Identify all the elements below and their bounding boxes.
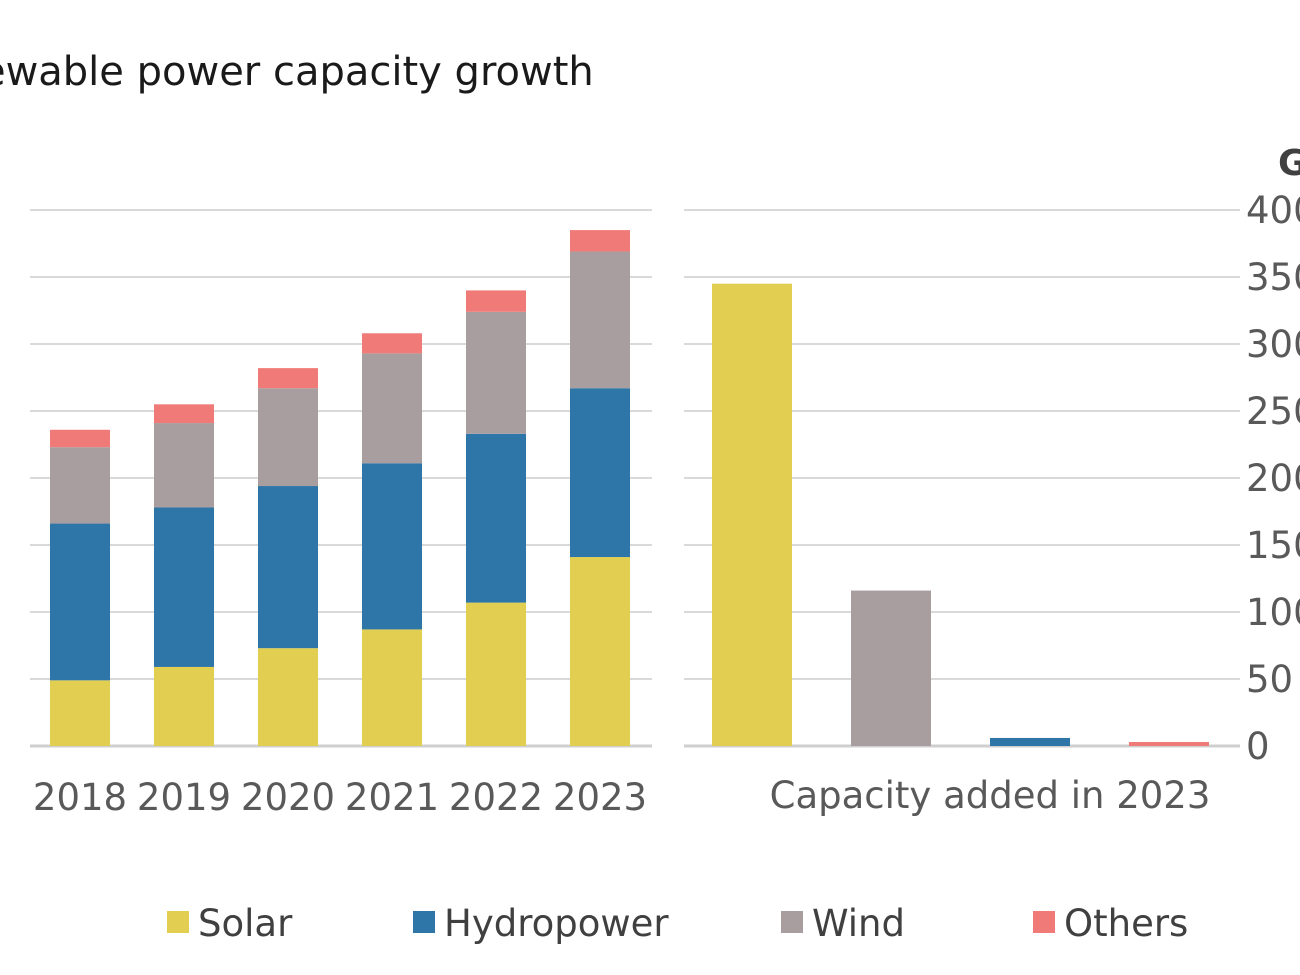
bar-2019-others (154, 404, 214, 424)
bar-2018-hydropower (50, 523, 110, 681)
right-panel-x-label: Capacity added in 2023 (770, 774, 1211, 817)
x-tick-2018: 2018 (33, 776, 127, 819)
bar-2023-others (570, 230, 630, 252)
bar-2022-solar (466, 602, 526, 746)
y-axis-unit-label: GW (1278, 143, 1300, 184)
bar-2022-hydropower (466, 433, 526, 603)
legend-swatch-others (1033, 911, 1055, 933)
chart-legend: Solar Hydropower Wind Others (167, 902, 1188, 945)
legend-item-others: Others (1033, 902, 1188, 945)
bar-2019-hydropower (154, 507, 214, 667)
bar-2023-solar (570, 557, 630, 746)
bar-2023-hydropower (570, 388, 630, 558)
bar-2021-solar (362, 629, 422, 746)
y-tick-300: 300 (1246, 323, 1300, 366)
legend-swatch-hydropower (413, 911, 435, 933)
y-tick-350: 350 (1246, 256, 1300, 299)
y-tick-150: 150 (1246, 524, 1300, 567)
legend-swatch-wind (781, 911, 803, 933)
x-tick-2021: 2021 (345, 776, 439, 819)
x-tick-2022: 2022 (449, 776, 543, 819)
legend-label-hydropower: Hydropower (444, 902, 669, 945)
y-tick-250: 250 (1246, 390, 1300, 433)
bar-2020-solar (258, 648, 318, 746)
right-panel-bars (712, 283, 1209, 746)
bar-2021-wind (362, 353, 422, 464)
bar-2021-hydropower (362, 463, 422, 630)
legend-swatch-solar (167, 911, 189, 933)
x-tick-2019: 2019 (137, 776, 231, 819)
y-tick-50: 50 (1246, 658, 1293, 701)
bar-2020-others (258, 368, 318, 389)
bar-2020-wind (258, 388, 318, 487)
bar-2018-wind (50, 447, 110, 524)
y-tick-100: 100 (1246, 591, 1300, 634)
bar-2018-solar (50, 680, 110, 746)
bar-2020-hydropower (258, 486, 318, 649)
bar-2019-solar (154, 666, 214, 746)
y-tick-200: 200 (1246, 457, 1300, 500)
y-tick-400: 400 (1246, 189, 1300, 232)
legend-item-solar: Solar (167, 902, 293, 945)
chart-title: Renewable power capacity growth (0, 49, 594, 95)
bar-2022-wind (466, 311, 526, 434)
bar-2018-others (50, 429, 110, 448)
legend-label-solar: Solar (198, 902, 293, 945)
legend-item-wind: Wind (781, 902, 905, 945)
bar-2023-added-others (1129, 741, 1209, 746)
bar-2019-wind (154, 423, 214, 508)
bar-2023-wind (570, 251, 630, 389)
left-panel-stacked-bars (50, 230, 630, 746)
right-panel-y-tick-labels: 0 50 100 150 200 250 300 350 400 (1246, 189, 1300, 768)
bar-2023-added-hydropower (990, 737, 1070, 746)
y-tick-0: 0 (1246, 725, 1270, 768)
bar-2023-added-wind (851, 590, 931, 746)
x-tick-2023: 2023 (553, 776, 647, 819)
left-panel-gridlines (30, 209, 652, 748)
legend-item-hydropower: Hydropower (413, 902, 669, 945)
left-panel-x-tick-labels: 2018 2019 2020 2021 2022 2023 (33, 776, 647, 819)
legend-label-wind: Wind (812, 902, 905, 945)
bar-2021-others (362, 333, 422, 354)
bar-2022-others (466, 290, 526, 312)
legend-label-others: Others (1064, 902, 1188, 945)
bar-2023-added-solar (712, 283, 792, 746)
x-tick-2020: 2020 (241, 776, 335, 819)
